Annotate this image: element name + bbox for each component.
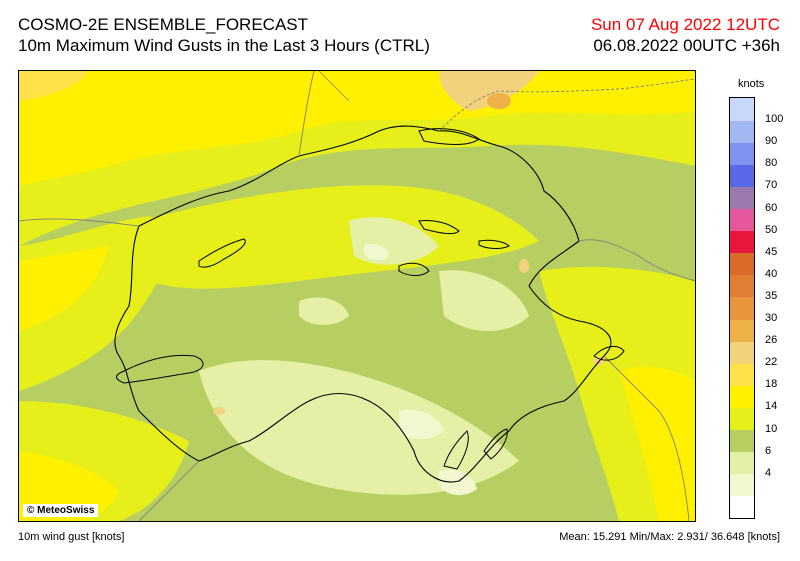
lake-geneva (116, 354, 204, 384)
legend-label: 90 (765, 135, 778, 148)
legend-swatch (730, 495, 754, 519)
field-patch-lightest-3 (364, 244, 389, 261)
title-block: COSMO-2E ENSEMBLE_FORECAST 10m Maximum W… (18, 14, 430, 56)
legend-swatch (730, 407, 754, 431)
border-northeast (438, 78, 695, 132)
legend-swatch (730, 473, 754, 497)
field-statistics: Mean: 15.291 Min/Max: 2.931/ 36.648 [kno… (559, 531, 780, 543)
map-field (19, 71, 695, 521)
border-north (298, 71, 315, 157)
field-patch-lightest-2 (439, 469, 477, 496)
field-plateau (139, 185, 539, 289)
field-patch-lightest-1 (399, 409, 444, 440)
legend-swatch (730, 341, 754, 364)
legend-label: 50 (765, 223, 778, 236)
lake-neuchatel (198, 238, 246, 268)
border-national (114, 125, 612, 483)
legend-label: 40 (765, 267, 778, 280)
legend-swatch (730, 98, 754, 121)
meteoswiss-credit: © MeteoSwiss (23, 504, 99, 517)
legend-label: 45 (765, 245, 778, 258)
legend-swatch (730, 451, 754, 475)
river-rhine (318, 71, 350, 102)
field-band-east-strong (619, 366, 695, 521)
border-southeast (603, 355, 690, 521)
color-legend: 4 6 10 14 18 22 26 30 35 40 45 50 60 70 80 90 100 (729, 97, 783, 519)
legend-label: 35 (765, 289, 778, 302)
legend-label: 30 (765, 312, 778, 325)
legend-swatch (730, 186, 754, 209)
legend-label: 14 (765, 400, 778, 413)
legend-swatch (730, 385, 754, 408)
legend-label: 100 (765, 113, 784, 126)
field-spot-1 (213, 407, 225, 415)
legend-label: 10 (765, 422, 778, 435)
lake-zurich (418, 220, 460, 235)
product-subtitle: 10m Maximum Wind Gusts in the Last 3 Hou… (18, 36, 430, 55)
wind-gust-map: © MeteoSwiss (18, 70, 696, 522)
field-alps-light (199, 360, 519, 495)
field-patch-ne (439, 71, 539, 111)
product-title: COSMO-2E ENSEMBLE_FORECAST (18, 15, 309, 34)
border-east (578, 239, 695, 282)
legend-swatch (730, 252, 754, 276)
lake-engadin (593, 345, 625, 361)
legend-unit: knots (738, 78, 765, 90)
field-patch-center-west (299, 297, 349, 326)
legend-label: 80 (765, 157, 778, 170)
border-southwest (138, 460, 200, 521)
variable-label: 10m wind gust [knots] (18, 531, 125, 543)
lake-constance (418, 128, 480, 145)
legend-swatch (730, 296, 754, 320)
field-band-west-strong (19, 246, 109, 331)
field-band-southwest-strong (19, 451, 119, 521)
legend-label: 70 (765, 179, 778, 192)
legend-swatch (730, 230, 754, 254)
legend-label: 60 (765, 201, 778, 214)
field-patch-nw (19, 71, 89, 101)
border-west (19, 218, 140, 227)
legend-swatch (730, 120, 754, 143)
field-spot-4 (487, 93, 511, 109)
run-info: 06.08.2022 00UTC +36h (593, 36, 780, 55)
field-spot-2 (519, 259, 529, 273)
lake-como (483, 428, 508, 460)
legend-swatch (730, 208, 754, 232)
field-patch-center-east (439, 270, 529, 331)
lake-lucerne (398, 262, 430, 276)
legend-swatch (730, 164, 754, 187)
legend-swatch (730, 142, 754, 165)
legend-label: 4 (765, 466, 772, 479)
lake-walen (478, 239, 510, 249)
legend-swatch (730, 429, 754, 453)
legend-label: 18 (765, 378, 778, 391)
legend-label: 6 (765, 444, 772, 457)
validity-block: Sun 07 Aug 2022 12UTC 06.08.2022 00UTC +… (591, 14, 780, 56)
legend-label: 22 (765, 356, 778, 369)
legend-swatch (730, 363, 754, 386)
field-band-north-strong (19, 71, 695, 186)
lake-maggiore (443, 430, 469, 470)
legend-label: 26 (765, 334, 778, 347)
valid-date: Sun 07 Aug 2022 12UTC (590, 15, 780, 34)
legend-swatch (730, 274, 754, 298)
legend-swatch (730, 319, 754, 342)
